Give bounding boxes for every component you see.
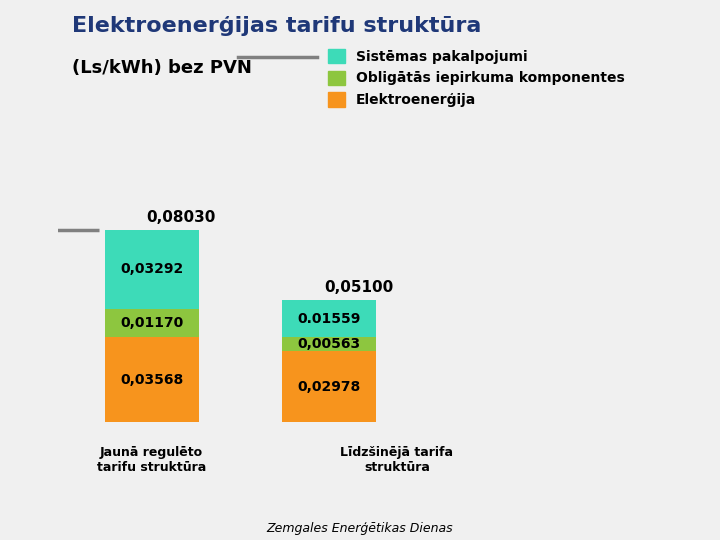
- Text: Līdzšinējā tarifa
struktūra: Līdzšinējā tarifa struktūra: [341, 446, 454, 474]
- Text: Jaunā regulēto
tarifu struktūra: Jaunā regulēto tarifu struktūra: [97, 446, 206, 474]
- Bar: [104, 309, 199, 337]
- Bar: [282, 351, 376, 422]
- Bar: [104, 337, 199, 422]
- Text: 0,05100: 0,05100: [324, 280, 393, 295]
- Text: 0.01559: 0.01559: [297, 312, 361, 326]
- Text: 0,01170: 0,01170: [120, 316, 183, 330]
- Text: 0,03568: 0,03568: [120, 373, 183, 387]
- Text: Elektroenerģijas tarifu struktūra: Elektroenerģijas tarifu struktūra: [72, 16, 482, 36]
- Text: 0,03292: 0,03292: [120, 262, 183, 276]
- Legend: Sistēmas pakalpojumi, Obligātās iepirkuma komponentes, Elektroenerģija: Sistēmas pakalpojumi, Obligātās iepirkum…: [324, 45, 629, 111]
- Bar: [282, 300, 376, 338]
- Text: 0,08030: 0,08030: [146, 210, 216, 225]
- Text: Zemgales Enerģētikas Dienas: Zemgales Enerģētikas Dienas: [266, 522, 454, 535]
- Text: (Ls/kWh) bez PVN: (Ls/kWh) bez PVN: [72, 59, 252, 77]
- Bar: [104, 230, 199, 309]
- Bar: [282, 338, 376, 351]
- Text: 0,00563: 0,00563: [297, 337, 361, 351]
- Text: 0,02978: 0,02978: [297, 380, 361, 394]
